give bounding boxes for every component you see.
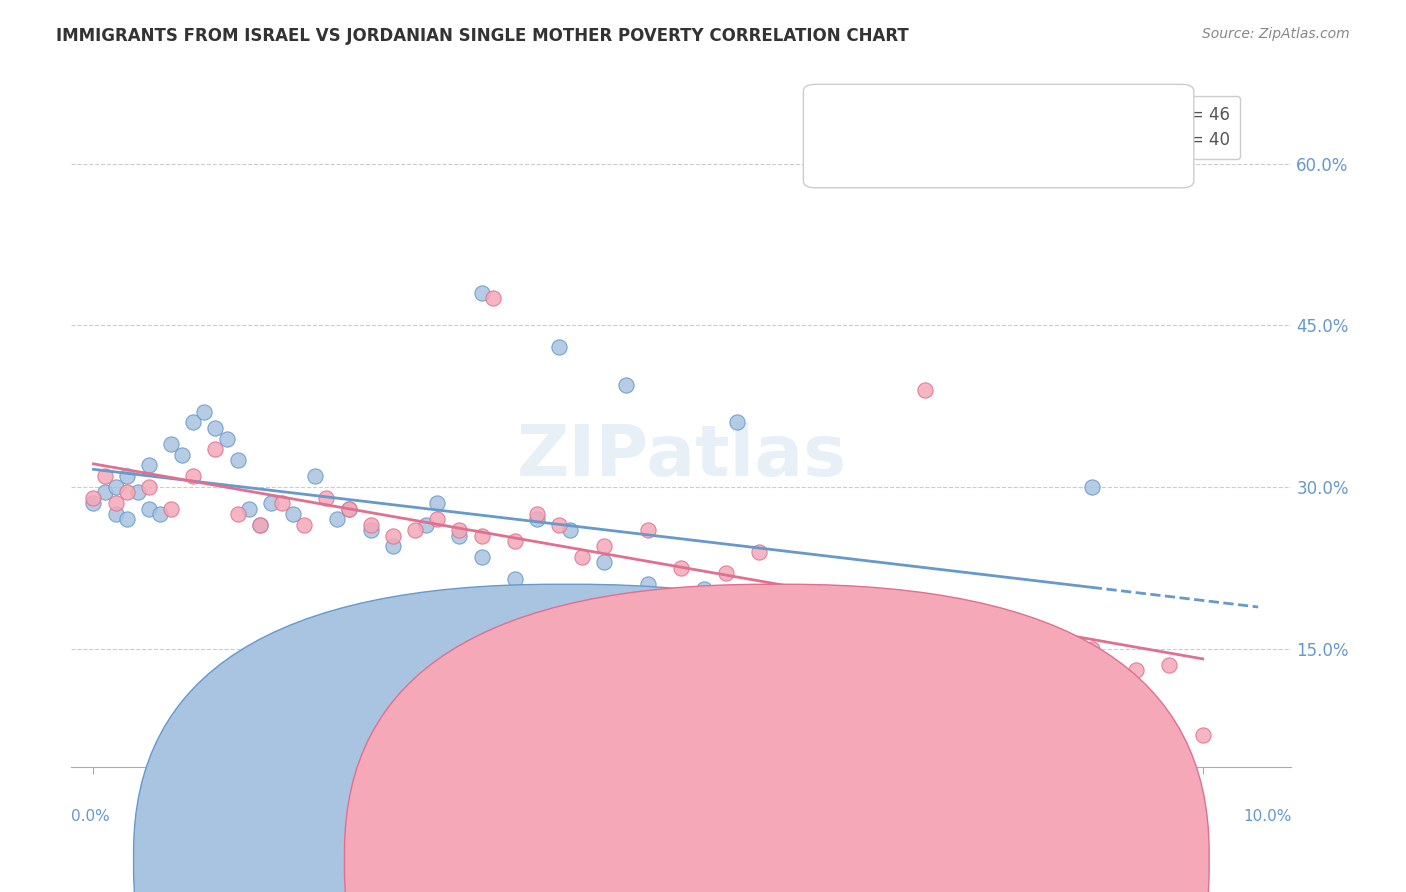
Point [637, 577, 659, 591]
Point [360, 517, 382, 532]
Text: Jordanians: Jordanians [714, 809, 794, 823]
Point [692, 582, 714, 597]
Point [415, 517, 437, 532]
Point [914, 383, 936, 397]
Text: Jordanians: Jordanians [794, 854, 875, 868]
Point [127, 485, 149, 500]
Point [381, 539, 404, 553]
Point [249, 517, 271, 532]
Point [748, 588, 770, 602]
Point [571, 550, 593, 565]
Point [503, 533, 526, 548]
Point [104, 507, 127, 521]
Point [671, 561, 693, 575]
Point [93, 485, 115, 500]
Point [914, 604, 936, 618]
Point [748, 544, 770, 558]
Point [449, 523, 471, 537]
Point [548, 517, 571, 532]
Point [404, 523, 426, 537]
Point [1125, 663, 1147, 677]
Point [238, 501, 260, 516]
Point [281, 507, 304, 521]
Point [780, 673, 803, 688]
Point [115, 512, 138, 526]
Point [614, 377, 637, 392]
Point [138, 480, 160, 494]
Point [503, 572, 526, 586]
Point [304, 469, 326, 483]
Point [326, 512, 349, 526]
Point [381, 528, 404, 542]
Text: 0.0%: 0.0% [72, 809, 110, 823]
Point [659, 593, 682, 607]
Point [181, 415, 204, 429]
Point [725, 415, 748, 429]
Point [271, 496, 294, 510]
Text: Immigrants from Israel: Immigrants from Israel [583, 854, 758, 868]
Point [1081, 641, 1104, 656]
Point [93, 469, 115, 483]
Text: IMMIGRANTS FROM ISRAEL VS JORDANIAN SINGLE MOTHER POVERTY CORRELATION CHART: IMMIGRANTS FROM ISRAEL VS JORDANIAN SING… [56, 27, 910, 45]
Point [260, 496, 283, 510]
Point [637, 523, 659, 537]
Point [592, 556, 614, 570]
Point [337, 501, 360, 516]
Point [471, 528, 494, 542]
Point [104, 480, 127, 494]
Point [526, 507, 548, 521]
Text: Immigrants from Israel: Immigrants from Israel [443, 809, 627, 823]
Point [481, 292, 503, 306]
Point [215, 432, 238, 446]
Point [1025, 663, 1047, 677]
Point [1025, 652, 1047, 666]
Point [115, 469, 138, 483]
Text: Source: ZipAtlas.com: Source: ZipAtlas.com [1202, 27, 1350, 41]
Point [1081, 480, 1104, 494]
Point [859, 647, 882, 661]
Point [226, 453, 249, 467]
Point [204, 442, 226, 457]
Point [426, 496, 449, 510]
Point [526, 512, 548, 526]
Point [803, 647, 825, 661]
Point [426, 512, 449, 526]
Point [160, 437, 183, 451]
Point [249, 517, 271, 532]
Point [160, 501, 183, 516]
Point [138, 501, 160, 516]
Point [104, 496, 127, 510]
Text: 10.0%: 10.0% [1243, 809, 1292, 823]
Point [803, 680, 825, 694]
Point [181, 469, 204, 483]
Point [115, 485, 138, 500]
Point [172, 448, 194, 462]
Point [471, 285, 494, 300]
FancyBboxPatch shape [803, 85, 1194, 188]
Point [970, 641, 993, 656]
Point [1191, 728, 1213, 742]
Point [204, 421, 226, 435]
Point [548, 340, 571, 354]
Point [592, 539, 614, 553]
Point [149, 507, 172, 521]
Point [449, 528, 471, 542]
Point [337, 501, 360, 516]
Legend: R = -0.101   N = 46, R = -0.241   N = 40: R = -0.101 N = 46, R = -0.241 N = 40 [1024, 96, 1240, 159]
Point [315, 491, 337, 505]
Point [226, 507, 249, 521]
Point [471, 550, 494, 565]
Point [714, 566, 737, 581]
Point [1159, 657, 1181, 672]
Point [82, 491, 104, 505]
Point [292, 517, 315, 532]
Point [193, 404, 215, 418]
Point [138, 458, 160, 473]
Point [560, 523, 582, 537]
Point [82, 496, 104, 510]
Text: ZIPatlas: ZIPatlas [516, 422, 846, 491]
Point [360, 523, 382, 537]
